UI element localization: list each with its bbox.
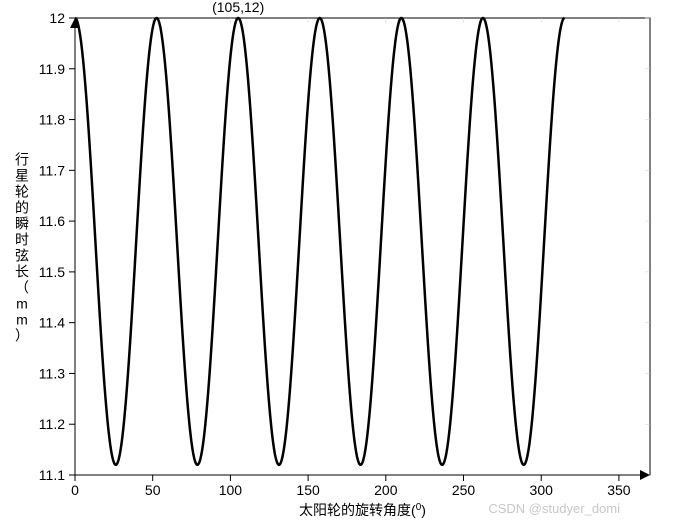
chart-container: 0 50 100 150 200 250 300 350 11.1 11.2 11.3 11.4 11.… xyxy=(0,0,674,524)
svg-text:200: 200 xyxy=(374,482,398,498)
svg-text:12: 12 xyxy=(49,10,65,26)
svg-text:11.1: 11.1 xyxy=(39,467,65,483)
y-axis-label: 行星轮的瞬时弦长（mm） xyxy=(15,152,29,344)
chart-svg: 0 50 100 150 200 250 300 350 11.1 11.2 11.3 11.4 11.… xyxy=(0,0,674,524)
annotation-label: (105,12) xyxy=(212,0,264,15)
svg-text:11.3: 11.3 xyxy=(39,365,65,381)
svg-text:50: 50 xyxy=(145,482,161,498)
svg-text:11.7: 11.7 xyxy=(39,162,65,178)
svg-text:11.6: 11.6 xyxy=(39,213,65,229)
x-axis-label: 太阳轮的旋转角度(0) xyxy=(299,502,426,519)
svg-text:11.5: 11.5 xyxy=(39,264,65,280)
svg-text:100: 100 xyxy=(219,482,243,498)
svg-text:11.4: 11.4 xyxy=(39,315,65,331)
svg-text:11.9: 11.9 xyxy=(39,61,65,77)
svg-text:350: 350 xyxy=(607,482,631,498)
svg-text:11.2: 11.2 xyxy=(39,416,65,432)
svg-text:11.8: 11.8 xyxy=(39,112,65,128)
svg-text:0: 0 xyxy=(71,482,79,498)
watermark-text: CSDN @studyer_domi xyxy=(488,501,620,516)
svg-text:150: 150 xyxy=(296,482,320,498)
svg-text:300: 300 xyxy=(530,482,554,498)
svg-text:250: 250 xyxy=(452,482,476,498)
